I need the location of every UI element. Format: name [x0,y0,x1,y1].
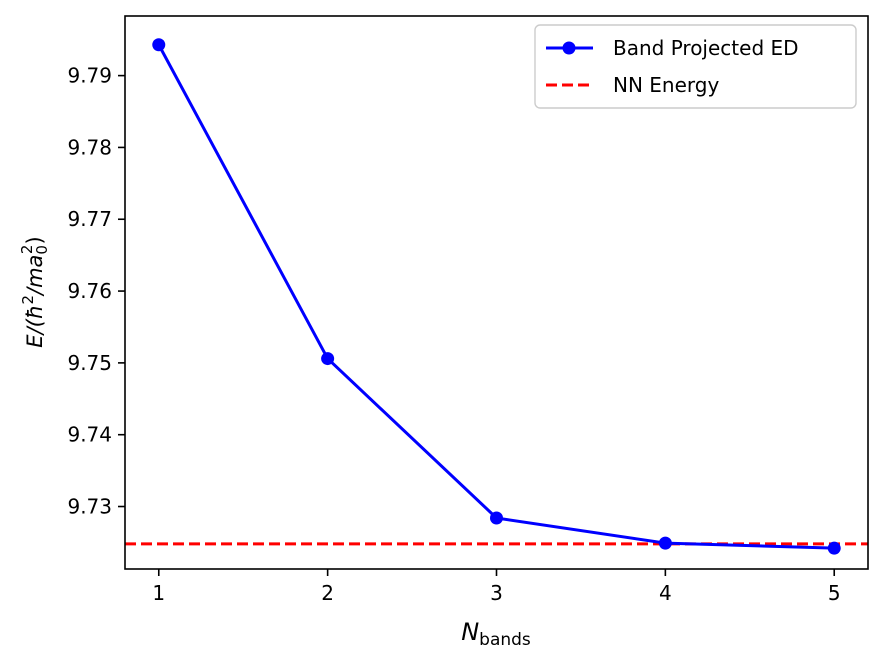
y-axis-title-prefix: E/( [23,318,47,347]
x-tick-label: 2 [321,581,334,605]
x-tick-label: 3 [490,581,503,605]
band-projected-ed-point [321,352,335,366]
y-axis-title-sup1: 2 [19,295,37,305]
y-tick-label: 9.78 [67,135,112,159]
x-axis: 1 2 3 4 5 [152,569,841,605]
y-axis-title: E/(ħ2/ma02) [18,236,51,347]
legend-label-band-projected-ed: Band Projected ED [613,36,799,60]
x-tick-label: 5 [828,581,841,605]
y-tick-label: 9.73 [67,495,112,519]
y-tick-label: 9.76 [67,279,112,303]
y-tick-label: 9.74 [67,423,112,447]
y-axis: 9.73 9.74 9.75 9.76 9.77 9.78 9.79 [67,64,125,519]
y-axis-title-suffix: ) [23,236,47,244]
legend: Band Projected ED NN Energy [534,24,857,109]
band-projected-ed-point [827,541,841,555]
x-tick-label: 1 [152,581,165,605]
x-axis-title-main: N [461,618,479,646]
band-projected-ed-point [152,38,166,52]
y-axis-title-hbar: ħ [23,305,47,320]
y-axis-title-sup2: 2 [18,245,36,255]
legend-box [534,24,857,109]
y-tick-label: 9.77 [67,207,112,231]
y-axis-title-mid: /ma [23,255,47,297]
y-tick-label: 9.75 [67,351,112,375]
legend-label-nn-energy: NN Energy [613,73,719,97]
x-axis-title-subscript: bands [479,630,531,650]
band-projected-ed-point [658,536,672,550]
y-axis-title-sub: 0 [33,245,51,255]
y-tick-label: 9.79 [67,64,112,88]
band-projected-ed-point [490,511,503,525]
x-tick-label: 4 [659,581,672,605]
x-axis-title: Nbands [461,618,531,650]
plot-area [125,38,868,555]
legend-series-marker [562,41,576,55]
